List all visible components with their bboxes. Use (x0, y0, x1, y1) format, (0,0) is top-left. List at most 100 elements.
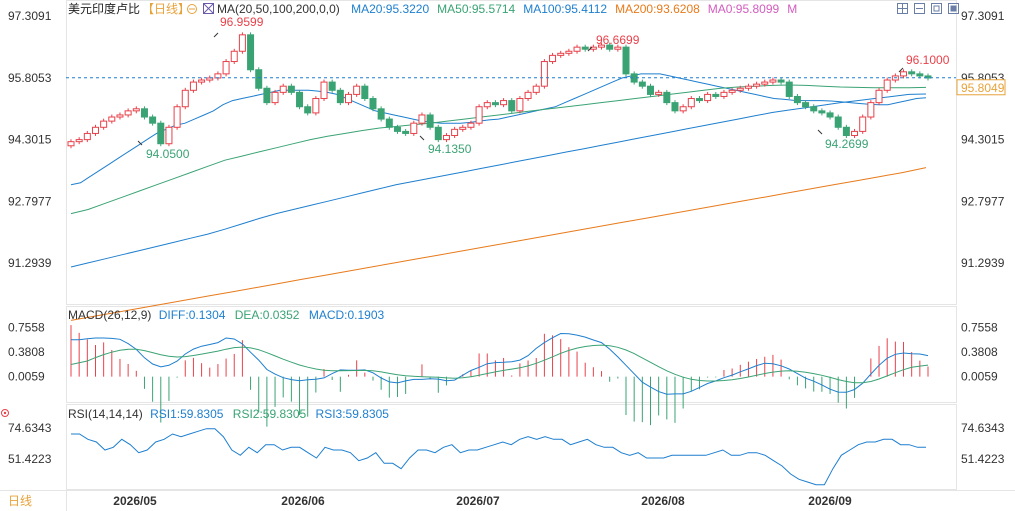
candle-body (753, 83, 761, 87)
period-label-text: 日线 (154, 2, 178, 16)
ma-legend: MA(20,50,100,200,0,0) MA20:95.3220 MA50:9… (217, 2, 797, 16)
candle-body (606, 44, 614, 50)
annotation-pointer (817, 129, 823, 135)
candle-body (671, 102, 679, 112)
rsi-panel-frame (66, 404, 957, 490)
candle-body (279, 85, 287, 93)
settings-icon[interactable] (187, 4, 197, 14)
period-label[interactable]: 【日线】 (142, 2, 190, 16)
candle-body (924, 75, 932, 79)
macd-legend: MACD(26,12,9) DIFF:0.1304 DEA:0.0352 MAC… (68, 308, 385, 322)
candle-body (777, 79, 785, 83)
candle-body (336, 89, 344, 104)
candle-body (451, 128, 459, 137)
candle-body (83, 132, 91, 141)
candle-body (393, 126, 401, 132)
candle-body (442, 135, 450, 141)
candle-body (695, 98, 703, 102)
rsi-tick-right: 51.4223 (961, 452, 1005, 466)
candle-body (149, 116, 157, 124)
candle-body (646, 85, 654, 95)
candle-body (238, 34, 246, 52)
candle-body (785, 81, 793, 97)
price-annotation-high: 96.6699 (596, 33, 640, 47)
rsi-marker-icon[interactable] (1, 409, 9, 417)
candle-body (908, 71, 916, 75)
candle-body (842, 126, 850, 137)
candle-body (581, 46, 589, 50)
candle-body (744, 85, 752, 89)
price-annotation-low: 94.0500 (146, 147, 190, 161)
ma-value-3: MA200:93.6208 (615, 2, 700, 16)
candle-body (67, 141, 75, 147)
candle-body (826, 112, 834, 118)
annotation-pointer (419, 135, 425, 141)
candle-body (638, 81, 646, 87)
rsi-label: RSI(14,14,14) (68, 407, 143, 421)
maximize-icon[interactable] (948, 3, 959, 14)
ma-value-1: MA50:95.5714 (437, 2, 515, 16)
macd-dea-line (70, 344, 929, 384)
candle-body (736, 87, 744, 91)
candle-body (271, 91, 279, 104)
annotation-pointer (137, 140, 143, 146)
candle-body (532, 85, 540, 93)
price-tick-left: 94.3015 (8, 133, 52, 147)
candle-body (385, 118, 393, 128)
candle-body (189, 81, 197, 91)
candle-body (206, 77, 214, 81)
instrument-title: 美元印度卢比 (68, 1, 140, 16)
macd-tick-right: 0.3808 (961, 345, 998, 359)
indicator-toggle-icon[interactable] (203, 3, 214, 14)
candle-body (100, 120, 108, 128)
crosshair-icon[interactable] (897, 3, 908, 14)
candle-body (663, 91, 671, 104)
price-tick-right: 91.2939 (961, 256, 1005, 270)
bottom-period-tab[interactable]: 日线 (8, 494, 32, 508)
candle-body (834, 116, 842, 128)
candle-body (883, 79, 891, 91)
ma50-line (70, 84, 927, 215)
candle-body (91, 126, 99, 134)
candle-body (75, 139, 83, 143)
price-tick-right: 94.3015 (961, 133, 1005, 147)
candle-body (377, 108, 385, 120)
candle-body (173, 106, 181, 128)
macd-tick-right: 0.0059 (961, 370, 998, 384)
candle-body (320, 81, 328, 100)
candle-body (369, 98, 377, 110)
candle-body (410, 122, 418, 134)
macd-dea: DEA:0.0352 (235, 308, 300, 322)
x-axis-label: 2026/09 (808, 494, 852, 508)
ma100-line (70, 93, 927, 268)
candle-body (679, 106, 687, 112)
candle-body (540, 61, 548, 87)
candle-body (769, 79, 777, 83)
macd-tick-left: 0.3808 (8, 345, 45, 359)
candle-body (491, 102, 499, 106)
candle-body (475, 106, 483, 124)
candle-body (712, 93, 720, 97)
x-axis-label: 2026/07 (456, 494, 500, 508)
candle-body (116, 114, 124, 118)
candle-body (467, 122, 475, 128)
candle-body (859, 116, 867, 132)
ma200-line (70, 167, 927, 321)
zoom-out-icon[interactable] (914, 3, 925, 14)
rsi-tick-left: 51.4223 (8, 452, 52, 466)
price-annotation-low: 94.2699 (825, 137, 869, 151)
candle-body (508, 100, 516, 112)
restore-icon[interactable] (931, 3, 942, 14)
candle-body (851, 130, 859, 137)
candle-body (728, 89, 736, 93)
annotation-pointer (587, 46, 593, 52)
macd-value: MACD:0.1903 (309, 308, 385, 322)
candle-body (361, 85, 369, 100)
annotation-pointer (898, 67, 904, 73)
price-tick-left: 92.7977 (8, 194, 52, 208)
ma-value-0: MA20:95.3220 (351, 2, 429, 16)
rsi3-value: RSI3:59.8305 (316, 407, 390, 421)
x-axis-label: 2026/06 (281, 494, 325, 508)
price-tick-left: 91.2939 (8, 256, 52, 270)
